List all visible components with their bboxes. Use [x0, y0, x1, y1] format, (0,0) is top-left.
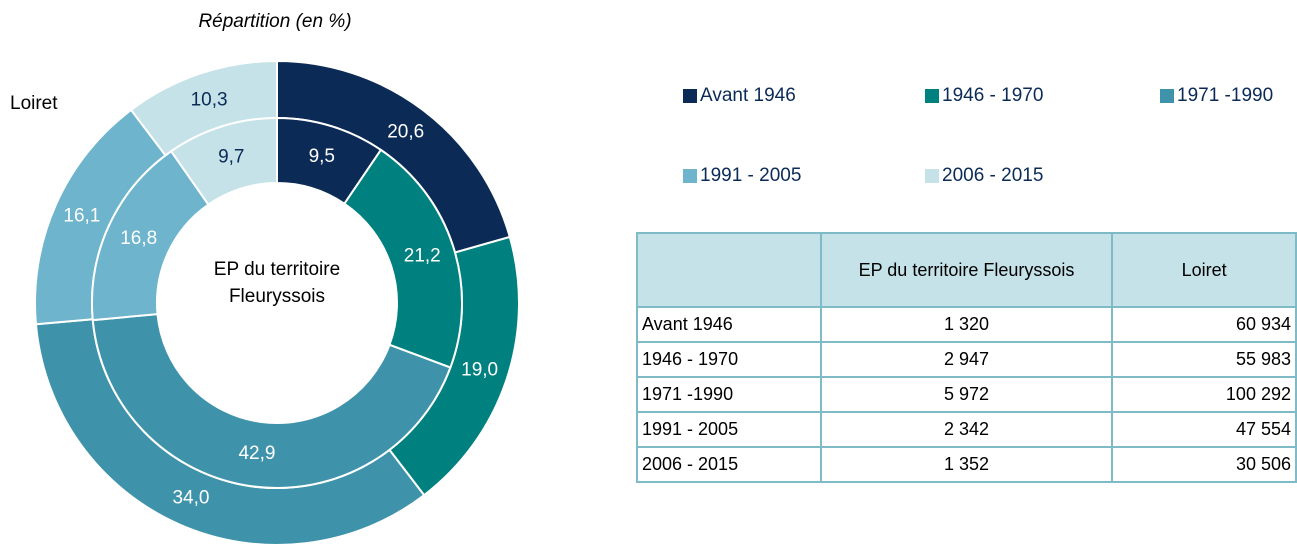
legend-label: 1971 -1990 — [1177, 85, 1273, 106]
data-table: EP du territoire Fleuryssois Loiret Avan… — [636, 232, 1297, 483]
table-row: 1971 -1990 5 972 100 292 — [636, 376, 1297, 413]
row-label: 1991 - 2005 — [636, 411, 822, 448]
data-label: 19,0 — [461, 359, 498, 380]
table-cell: 5 972 — [819, 376, 1114, 413]
donut-segment — [169, 116, 278, 206]
table-row: 2006 - 2015 1 352 30 506 — [636, 446, 1297, 483]
legend-swatch — [683, 169, 697, 183]
data-label: 9,7 — [218, 147, 244, 168]
legend-label: 1991 - 2005 — [700, 165, 801, 186]
legend-swatch — [1160, 89, 1174, 103]
row-label: 1946 - 1970 — [636, 341, 822, 378]
data-label: 16,1 — [63, 205, 100, 226]
row-label: 1971 -1990 — [636, 376, 822, 413]
inner-ring-label: EP du territoire Fleuryssois — [213, 259, 341, 307]
table-cell: 2 342 — [819, 411, 1114, 448]
data-label: 9,5 — [309, 146, 335, 167]
data-label: 34,0 — [172, 487, 209, 508]
legend-label: 1946 - 1970 — [942, 85, 1043, 106]
header-cell: EP du territoire Fleuryssois — [819, 232, 1114, 308]
header-cell — [636, 232, 822, 308]
data-label: 20,6 — [387, 122, 424, 143]
legend-swatch — [925, 169, 939, 183]
data-label: 21,2 — [404, 246, 441, 267]
legend-label: 2006 - 2015 — [942, 165, 1043, 186]
data-label: 42,9 — [238, 443, 275, 464]
table-cell: 2 947 — [819, 341, 1114, 378]
chart-title: Répartition (en %) — [198, 11, 351, 32]
donut-segment — [91, 313, 452, 489]
table-cell: 47 554 — [1111, 411, 1297, 448]
table-cell: 55 983 — [1111, 341, 1297, 378]
legend-swatch — [925, 89, 939, 103]
table-cell: 60 934 — [1111, 306, 1297, 343]
table-cell: 1 352 — [819, 446, 1114, 483]
table-body: Avant 1946 1 320 60 934 1946 - 1970 2 947 55 … — [636, 306, 1297, 483]
table-row: 1991 - 2005 2 342 47 554 — [636, 411, 1297, 448]
header-row: EP du territoire Fleuryssois Loiret — [636, 232, 1297, 308]
table-cell: 100 292 — [1111, 376, 1297, 413]
data-label: 16,8 — [120, 228, 157, 249]
table-cell: 30 506 — [1111, 446, 1297, 483]
legend-label: Avant 1946 — [700, 85, 796, 106]
table-row: Avant 1946 1 320 60 934 — [636, 306, 1297, 343]
legend-swatch — [683, 89, 697, 103]
table-cell: 1 320 — [819, 306, 1114, 343]
row-label: 2006 - 2015 — [636, 446, 822, 483]
row-label: Avant 1946 — [636, 306, 822, 343]
table-row: 1946 - 1970 2 947 55 983 — [636, 341, 1297, 378]
data-label: 10,3 — [191, 90, 228, 111]
outer-ring-label: Loiret — [10, 93, 58, 114]
header-cell: Loiret — [1111, 232, 1297, 308]
